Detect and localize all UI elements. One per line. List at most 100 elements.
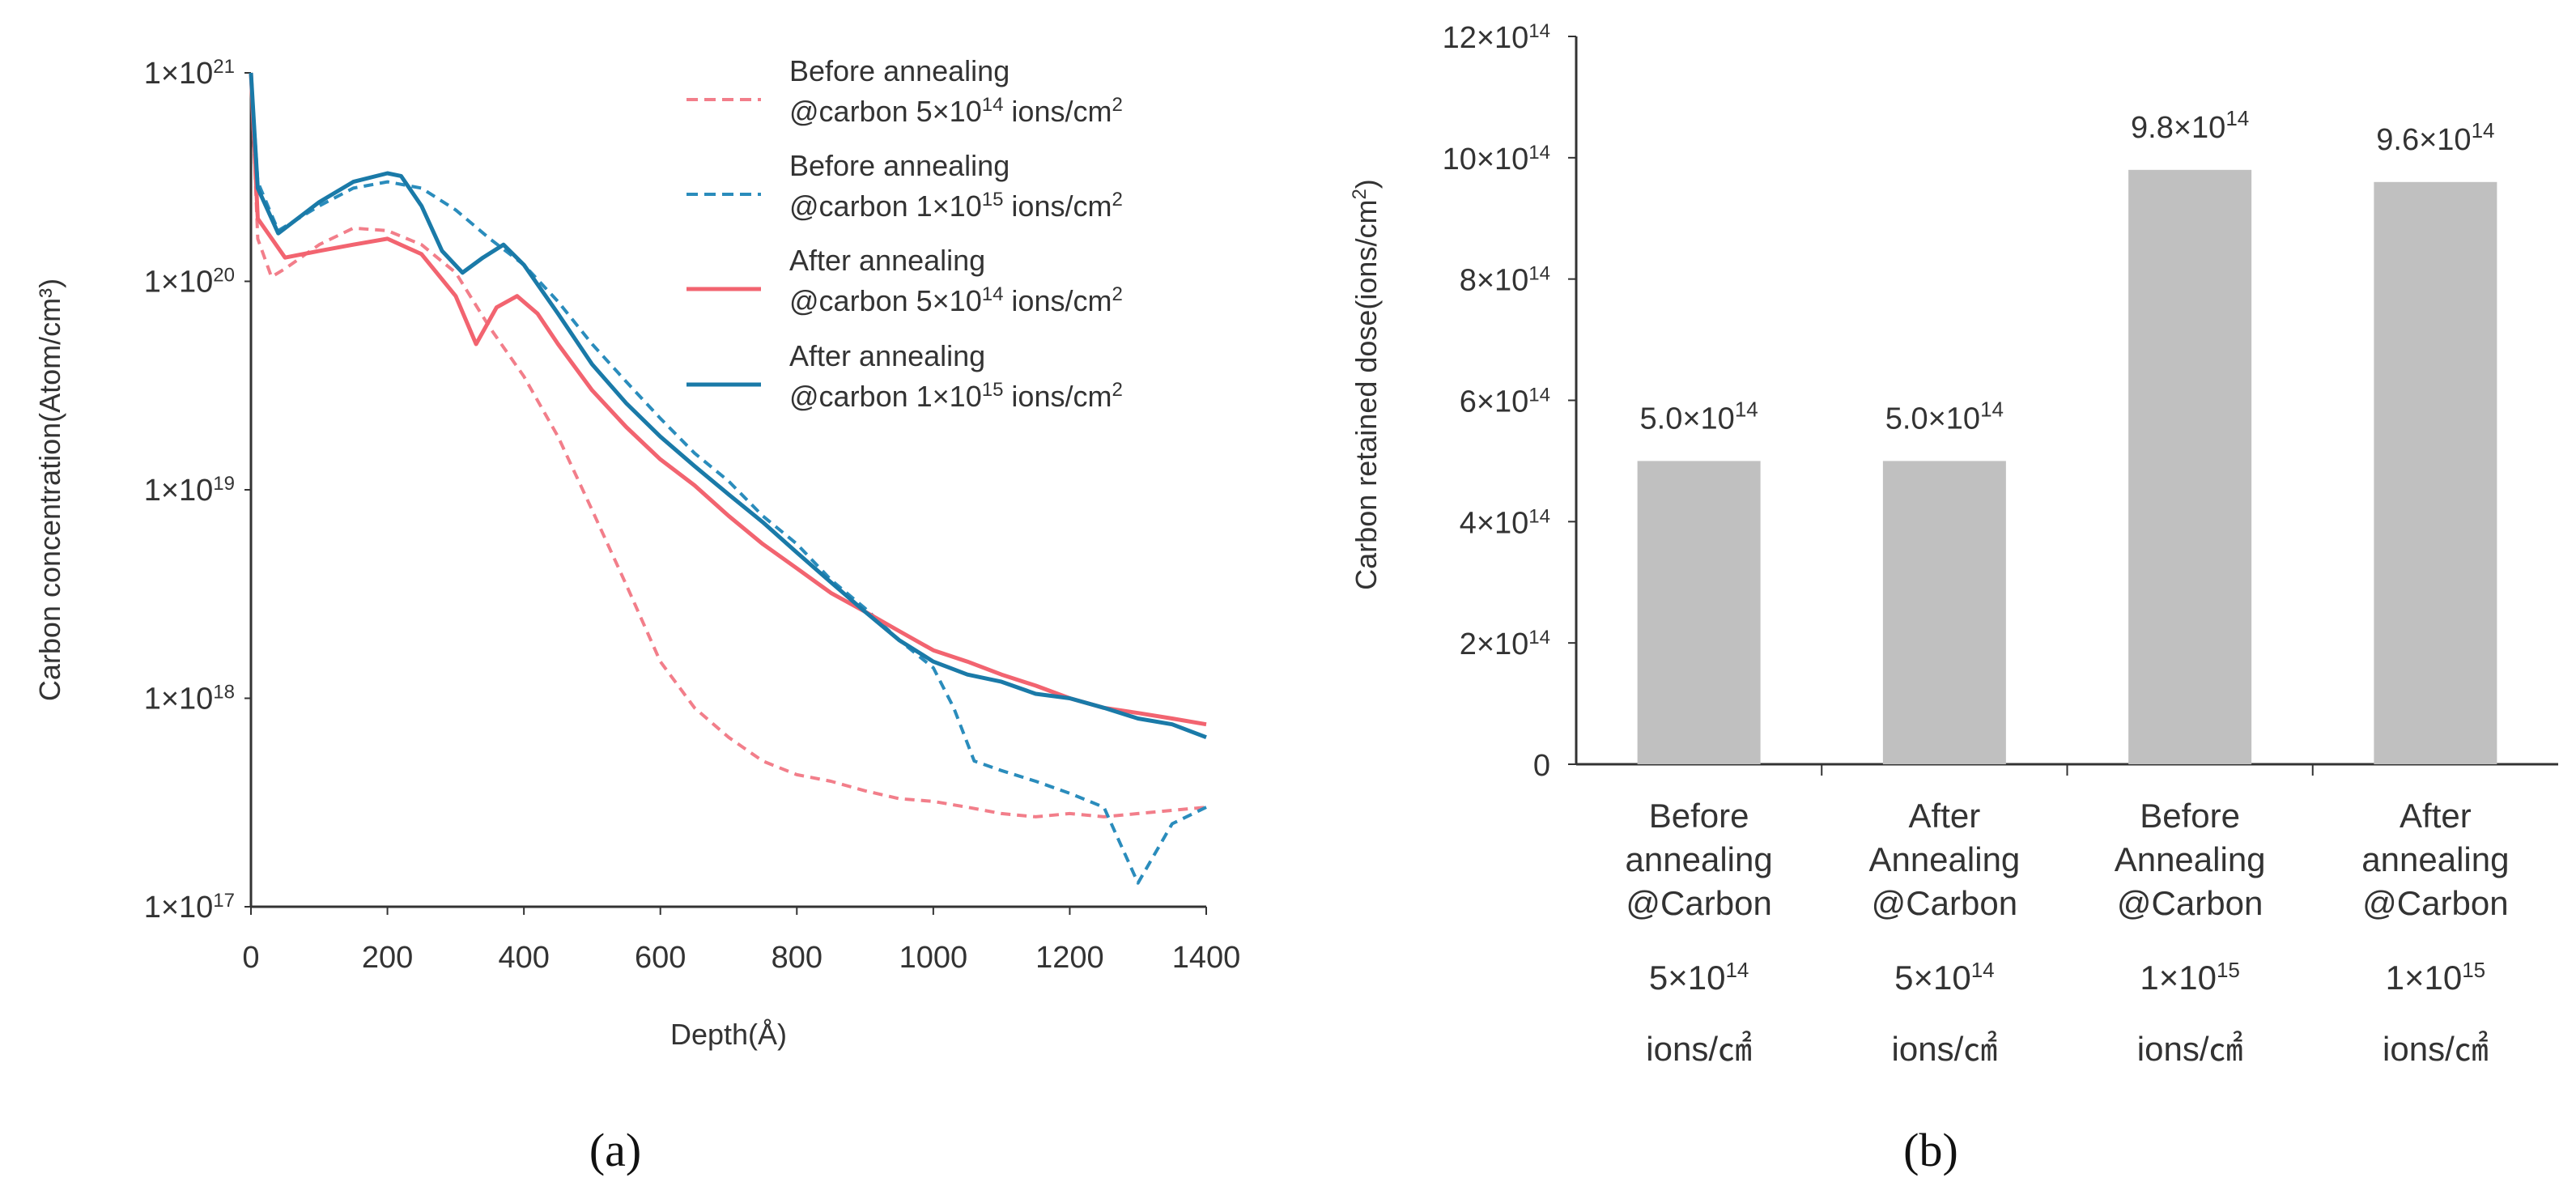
y-tick-label-b-exp: 14	[1528, 627, 1550, 648]
bar-value-label-4-base: 9.6×10	[2376, 123, 2471, 157]
legend-line2-exp: 15	[982, 379, 1004, 401]
category-dose-4-exp: 15	[2462, 958, 2485, 982]
y-tick-label-a-exp: 18	[213, 681, 235, 703]
y-tick-label-a: 1×1021	[144, 56, 235, 91]
category-label-3: Annealing	[2115, 840, 2266, 878]
category-label-1: @Carbon	[1626, 884, 1771, 922]
bar-value-label-1-base: 5.0×10	[1640, 402, 1735, 436]
y-tick-label-b-base: 8×10	[1460, 264, 1529, 298]
y-tick-label-b-exp: 14	[1528, 20, 1550, 42]
legend-line2-part: @carbon 5×10	[789, 95, 982, 128]
y-tick-label-b-exp: 14	[1528, 262, 1550, 284]
y-tick-label-b-exp: 14	[1528, 384, 1550, 406]
category-dose-2: 5×1014	[1894, 958, 1995, 997]
y-tick-label-a-base: 1×10	[144, 891, 214, 925]
y-tick-label-b: 4×1014	[1460, 505, 1550, 541]
bar-value-label-1: 5.0×1014	[1640, 397, 1758, 436]
y-tick-label-a-base: 1×10	[144, 266, 214, 300]
y-tick-label-b-base: 2×10	[1460, 627, 1529, 661]
y-tick-label-b: 12×1014	[1443, 20, 1550, 56]
category-dose-3-exp: 15	[2217, 958, 2240, 982]
legend-label-line2-2: @carbon 1×1015 ions/cm2	[789, 189, 1123, 223]
category-label-4: After	[2400, 797, 2472, 835]
panel-label-b-text: (b)	[1903, 1124, 1958, 1176]
y-tick-label-a: 1×1020	[144, 264, 235, 300]
legend-line2-part: ions/cm	[1003, 95, 1112, 128]
legend-label-line1-4: After annealing	[789, 339, 985, 372]
category-dose-4: 1×1015	[2386, 958, 2486, 997]
bar-value-label-1-exp: 14	[1735, 397, 1758, 421]
bar-value-label-3-exp: 14	[2225, 106, 2249, 130]
y-tick-label-b-base: 0	[1533, 749, 1550, 783]
y-tick-label-b-base: 4×10	[1460, 506, 1529, 540]
legend-line2-part: ions/cm	[1003, 189, 1112, 223]
x-tick-label-a: 800	[772, 941, 823, 975]
legend-label-line2-4: @carbon 1×1015 ions/cm2	[789, 379, 1123, 414]
category-unit-4: ions/㎠	[2383, 1030, 2489, 1068]
retained-dose-chart: 02×10144×10146×10148×101410×101412×1014 …	[1349, 20, 2558, 1068]
x-tick-label-a: 1400	[1172, 941, 1241, 975]
series-line-3	[249, 72, 1207, 727]
y-tick-label-b: 2×1014	[1460, 627, 1550, 662]
bar-value-label-4: 9.6×1014	[2376, 118, 2494, 157]
category-unit-1: ions/㎠	[1646, 1030, 1752, 1068]
legend-line2-part: ions/cm	[1003, 284, 1112, 317]
y-tick-label-b: 0	[1533, 749, 1550, 783]
legend-line2-sup: 2	[1112, 189, 1122, 210]
category-label-1: Before	[1649, 797, 1749, 835]
category-label-2: After	[1909, 797, 1981, 835]
y-axis-title-b: Carbon retained dose(ions/cm2)	[1349, 179, 1384, 590]
bar-value-label-3: 9.8×1014	[2131, 106, 2249, 145]
y-tick-label-b-exp: 14	[1528, 141, 1550, 163]
legend-line2-exp: 14	[982, 94, 1004, 116]
bar-value-label-3-base: 9.8×10	[2131, 111, 2225, 145]
y-tick-label-a-exp: 20	[213, 264, 235, 286]
category-label-3: Before	[2140, 797, 2240, 835]
legend-line2-sup: 2	[1112, 379, 1122, 401]
y-tick-label-a-exp: 19	[213, 473, 235, 495]
bar-1	[1637, 461, 1761, 764]
category-dose-2-base: 5×10	[1894, 959, 1971, 997]
y-tick-label-a: 1×1017	[144, 890, 235, 925]
legend-line2-exp: 14	[982, 283, 1004, 305]
y-tick-label-a-base: 1×10	[144, 57, 214, 91]
bar-value-label-4-exp: 14	[2472, 118, 2495, 142]
bar-4	[2374, 181, 2497, 765]
panel-label-b: (b)	[1903, 1124, 1958, 1176]
panel-label-a-text: (a)	[589, 1124, 641, 1176]
category-dose-2-exp: 14	[1971, 958, 1995, 982]
bar-value-label-2-exp: 14	[1980, 397, 2004, 421]
y-tick-label-b: 8×1014	[1460, 262, 1550, 298]
legend-label-line1-2: Before annealing	[789, 149, 1010, 182]
y-tick-label-a-base: 1×10	[144, 682, 214, 716]
bar-value-label-2: 5.0×1014	[1885, 397, 2004, 436]
category-label-4: annealing	[2361, 840, 2509, 878]
category-label-1: annealing	[1626, 840, 1773, 878]
y-tick-label-a-base: 1×10	[144, 474, 214, 508]
legend-line2-part: @carbon 1×10	[789, 189, 982, 223]
category-dose-1-exp: 14	[1725, 958, 1749, 982]
y-tick-label-a-exp: 17	[213, 890, 235, 912]
category-dose-1-base: 5×10	[1649, 959, 1726, 997]
y-tick-label-b: 10×1014	[1443, 141, 1550, 176]
y-tick-label-b-exp: 14	[1528, 505, 1550, 527]
category-label-4: @Carbon	[2362, 884, 2508, 922]
legend-line2-sup: 2	[1112, 94, 1122, 116]
legend-label-line1-3: After annealing	[789, 244, 985, 277]
category-unit-3: ions/㎠	[2137, 1030, 2243, 1068]
x-tick-label-a: 1200	[1035, 941, 1104, 975]
legend-line2-part: @carbon 1×10	[789, 380, 982, 413]
y-tick-label-b-base: 12×10	[1443, 21, 1529, 55]
legend-line2-part: ions/cm	[1003, 380, 1112, 413]
category-dose-1: 5×1014	[1649, 958, 1749, 997]
y-axis-title-b-sup: 2	[1349, 189, 1371, 199]
category-dose-4-base: 1×10	[2386, 959, 2463, 997]
y-tick-label-b: 6×1014	[1460, 384, 1550, 419]
y-axis-title-b-main: Carbon retained dose(ions/cm	[1350, 200, 1383, 590]
bar-value-label-2-base: 5.0×10	[1885, 402, 1980, 436]
panel-label-a: (a)	[589, 1124, 641, 1176]
legend-line2-part: @carbon 5×10	[789, 284, 982, 317]
category-label-2: @Carbon	[1872, 884, 2017, 922]
y-axis-title-b-close: )	[1350, 179, 1383, 189]
